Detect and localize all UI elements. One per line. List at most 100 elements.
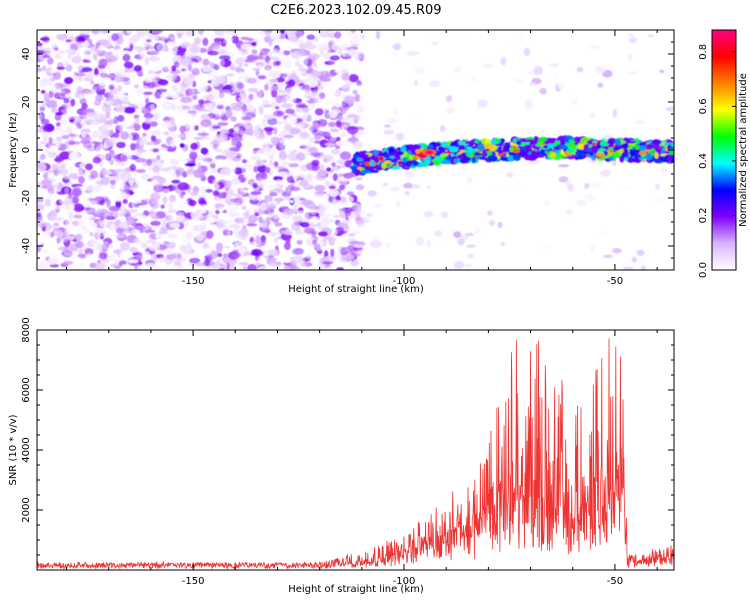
heatmap-cell [590,44,600,50]
heatmap-cell [282,50,291,56]
heatmap-cell [197,132,210,136]
heatmap-cell [262,136,269,143]
heatmap-cell [56,142,61,148]
heatmap-cell [182,105,188,110]
heatmap-cell [249,172,256,177]
heatmap-cell [288,79,296,87]
heatmap-cell [212,230,218,234]
heatmap-cell [347,233,356,237]
heatmap-cell [225,109,233,119]
heatmap-cell [202,158,208,163]
heatmap-cell [215,209,220,215]
heatmap-cell [273,110,285,118]
heatmap-cell [647,34,654,38]
heatmap-cell [44,198,52,207]
heatmap-cell [263,207,271,212]
heatmap-cell [156,139,167,144]
heatmap-cell [72,79,81,86]
heatmap-cell [84,248,94,256]
heatmap-cell [161,31,166,36]
heatmap-cell [495,138,501,143]
heatmap-cell [166,254,172,260]
heatmap-cell [602,254,613,258]
heatmap-cell [651,139,662,146]
heatmap-cell [238,262,249,266]
heatmap-cell [353,244,364,248]
heatmap-cell [145,159,152,166]
heatmap-cell [49,83,56,93]
heatmap-cell [584,193,596,202]
heatmap-cell [607,137,617,145]
heatmap-cell [601,138,607,142]
heatmap-cell [240,232,247,241]
heatmap-cell [307,97,319,105]
heatmap-cell [52,229,63,239]
snr-y-label: SNR (10 * v/v) [8,414,19,485]
heatmap-cell [351,157,357,163]
heatmap-cell [624,151,629,159]
heatmap-cell [356,105,365,114]
heatmap-cell [383,124,392,128]
heatmap-cell [42,65,47,72]
heatmap-cell [328,189,339,197]
heatmap-cell [415,236,425,246]
heatmap-cell [346,125,359,135]
heatmap-cell [519,60,528,67]
heatmap-cell [464,263,473,268]
heatmap-cell [306,34,316,40]
heatmap-cell [248,93,254,101]
heatmap-cell [97,189,105,195]
heatmap-cell [227,231,232,235]
heatmap-cell [283,264,296,270]
heatmap-cell [314,108,324,116]
heatmap-cell [571,118,577,122]
heatmap-cell [150,220,161,226]
heatmap-cell [283,181,289,188]
heatmap-cell [149,35,160,40]
heatmap-cell [348,241,361,245]
heatmap-cell [106,99,113,107]
y-tick-label: 8000 [21,317,32,342]
heatmap-cell [218,58,225,67]
heatmap-cell [453,158,459,164]
heatmap-cell [97,64,106,69]
heatmap-cell [83,198,91,206]
heatmap-cell [169,223,180,229]
heatmap-cell [273,127,278,135]
heatmap-cell [623,266,634,270]
heatmap-cell [105,74,117,79]
heatmap-cell [142,132,147,137]
heatmap-cell [175,216,184,222]
heatmap-cell [257,75,267,80]
heatmap-cell [226,205,238,211]
heatmap-cell [129,44,134,51]
heatmap-cell [280,30,285,35]
heatmap-cell [551,139,556,144]
heatmap-cell [290,222,301,231]
heatmap-cell [573,136,582,143]
colorbar-gradient [711,29,737,271]
heatmap-cell [261,100,267,106]
heatmap-cell [121,264,132,270]
heatmap-cell [213,38,222,43]
heatmap-cell [412,61,419,67]
heatmap-cell [79,262,84,268]
heatmap-cell [294,85,303,90]
heatmap-cell [108,205,121,212]
heatmap-cell [236,101,245,108]
heatmap-cell [318,231,328,237]
heatmap-cell [117,114,125,122]
heatmap-cell [342,42,354,47]
heatmap-cell [296,104,309,109]
snr-panel: -150 -100 -50 2000 4000 6000 8000 Height of s… [8,317,675,595]
heatmap-cell [626,140,637,144]
heatmap-cell [216,259,222,265]
heatmap-cell [412,144,422,150]
colorbar-tick-label: 0.0 [698,262,709,278]
heatmap-cell [64,187,69,194]
heatmap-cell [143,113,154,119]
heatmap-cell [270,85,283,92]
heatmap-cell [141,106,152,115]
heatmap-cell [145,141,157,146]
heatmap-cell [404,190,411,196]
